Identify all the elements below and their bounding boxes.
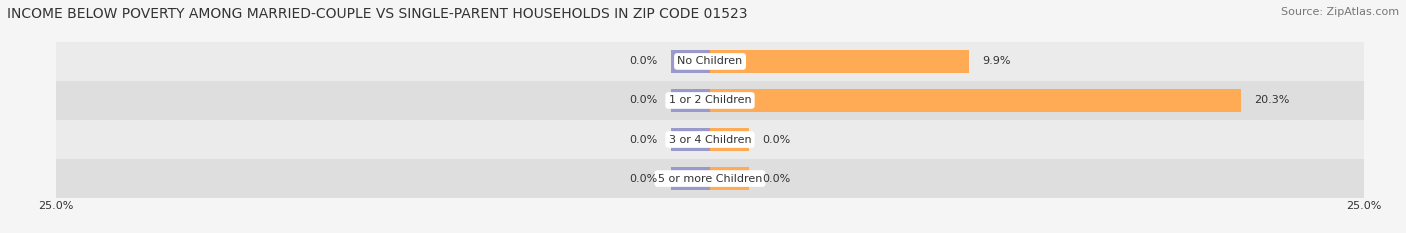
Bar (671, 50, 710, 73)
Text: 3 or 4 Children: 3 or 4 Children (669, 134, 751, 144)
Text: 0.0%: 0.0% (630, 174, 658, 184)
Text: No Children: No Children (678, 56, 742, 66)
Text: 0.0%: 0.0% (762, 134, 790, 144)
Bar (710, 89, 1241, 112)
Bar (56, 42, 1364, 81)
Text: 0.0%: 0.0% (630, 96, 658, 106)
Bar (56, 159, 1364, 198)
Bar (56, 81, 1364, 120)
Bar (671, 128, 710, 151)
Bar (671, 89, 710, 112)
Text: 0.0%: 0.0% (762, 174, 790, 184)
Text: 5 or more Children: 5 or more Children (658, 174, 762, 184)
Text: 9.9%: 9.9% (981, 56, 1011, 66)
Text: INCOME BELOW POVERTY AMONG MARRIED-COUPLE VS SINGLE-PARENT HOUSEHOLDS IN ZIP COD: INCOME BELOW POVERTY AMONG MARRIED-COUPL… (7, 7, 748, 21)
Text: Source: ZipAtlas.com: Source: ZipAtlas.com (1281, 7, 1399, 17)
Text: 20.3%: 20.3% (1254, 96, 1289, 106)
Bar (671, 167, 710, 190)
Bar (710, 128, 749, 151)
Bar (710, 167, 749, 190)
Text: 1 or 2 Children: 1 or 2 Children (669, 96, 751, 106)
Text: 0.0%: 0.0% (630, 56, 658, 66)
Bar (710, 50, 969, 73)
Bar (56, 120, 1364, 159)
Text: 0.0%: 0.0% (630, 134, 658, 144)
